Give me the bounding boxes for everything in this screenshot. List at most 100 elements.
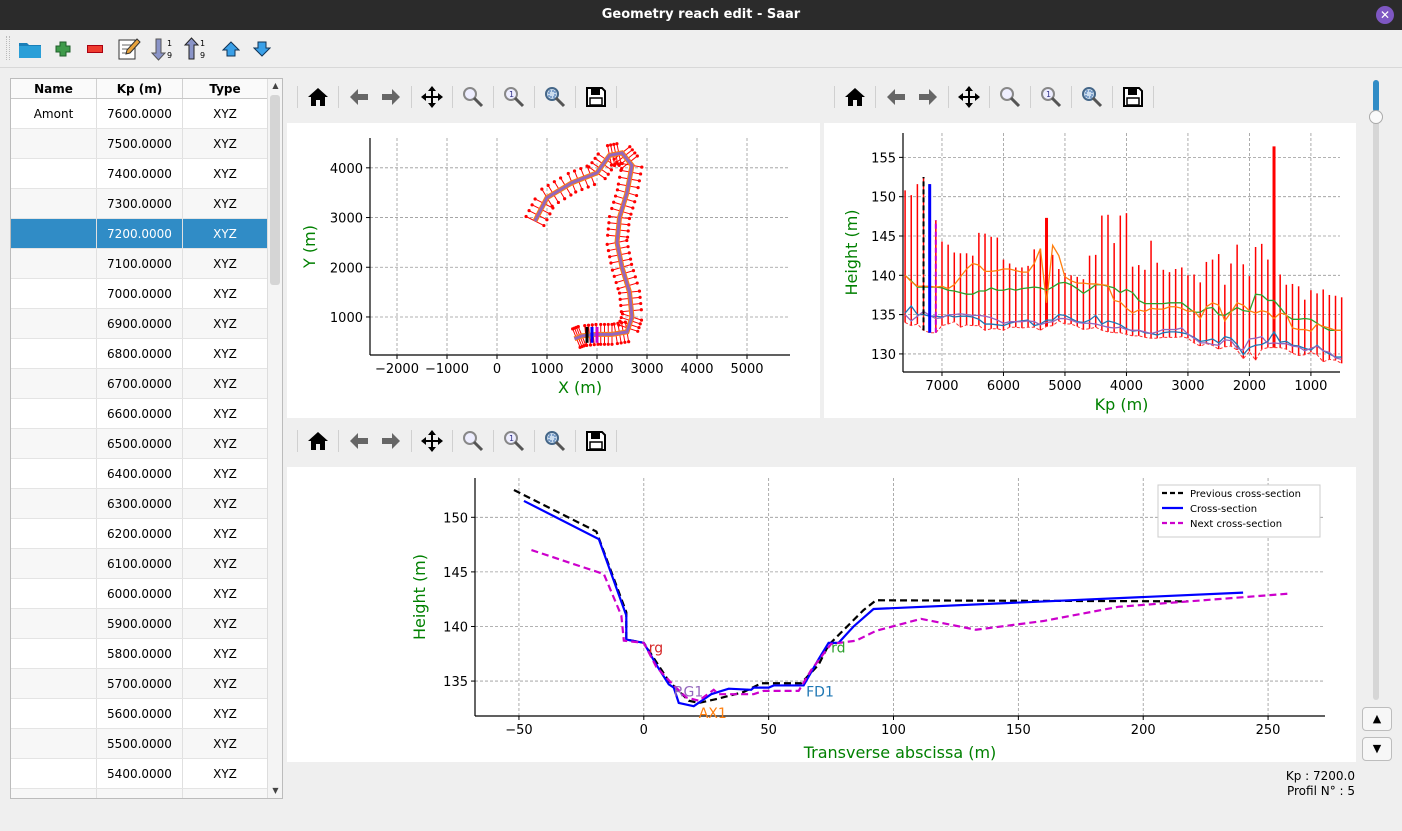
cell-kp[interactable]: 6100.0000 bbox=[97, 549, 183, 578]
zoom-fit-icon[interactable] bbox=[539, 426, 571, 456]
edit-icon[interactable] bbox=[116, 36, 142, 62]
zoom-1-icon[interactable]: 1 bbox=[498, 82, 530, 112]
cell-name[interactable] bbox=[11, 129, 97, 158]
column-header-type[interactable]: Type bbox=[183, 79, 268, 98]
cell-name[interactable] bbox=[11, 429, 97, 458]
cell-kp[interactable]: 5700.0000 bbox=[97, 669, 183, 698]
table-row[interactable]: Amont 7600.0000 XYZ bbox=[11, 99, 282, 129]
cell-kp[interactable]: 6800.0000 bbox=[97, 339, 183, 368]
cell-type[interactable]: XYZ bbox=[183, 159, 268, 188]
open-folder-icon[interactable] bbox=[17, 36, 43, 62]
cell-kp[interactable]: 5500.0000 bbox=[97, 729, 183, 758]
cell-name[interactable] bbox=[11, 759, 97, 788]
cell-type[interactable]: XYZ bbox=[183, 699, 268, 728]
zoom-1-icon[interactable]: 1 bbox=[1035, 82, 1067, 112]
cell-type[interactable]: XYZ bbox=[183, 189, 268, 218]
zoom-icon[interactable] bbox=[457, 426, 489, 456]
cell-name[interactable] bbox=[11, 339, 97, 368]
cell-type[interactable]: XYZ bbox=[183, 489, 268, 518]
cell-name[interactable] bbox=[11, 639, 97, 668]
zoom-fit-icon[interactable] bbox=[539, 82, 571, 112]
cell-name[interactable] bbox=[11, 489, 97, 518]
cell-kp[interactable]: 6900.0000 bbox=[97, 309, 183, 338]
zoom-icon[interactable] bbox=[994, 82, 1026, 112]
cell-name[interactable] bbox=[11, 459, 97, 488]
cell-kp[interactable]: 6700.0000 bbox=[97, 369, 183, 398]
cell-type[interactable]: XYZ bbox=[183, 249, 268, 278]
cell-name[interactable] bbox=[11, 189, 97, 218]
cell-name[interactable] bbox=[11, 609, 97, 638]
next-profile-button[interactable]: ▼ bbox=[1362, 737, 1392, 761]
table-row[interactable]: 7300.0000 XYZ bbox=[11, 189, 282, 219]
pan-icon[interactable] bbox=[953, 82, 985, 112]
cell-type[interactable]: XYZ bbox=[183, 759, 268, 788]
cell-kp[interactable]: 7300.0000 bbox=[97, 189, 183, 218]
table-row[interactable]: 6100.0000 XYZ bbox=[11, 549, 282, 579]
table-row[interactable]: 6900.0000 XYZ bbox=[11, 309, 282, 339]
table-row[interactable]: 5500.0000 XYZ bbox=[11, 729, 282, 759]
cell-type[interactable]: XYZ bbox=[183, 99, 268, 128]
zoom-fit-icon[interactable] bbox=[1076, 82, 1108, 112]
cell-type[interactable]: XYZ bbox=[183, 729, 268, 758]
cell-type[interactable]: XYZ bbox=[183, 369, 268, 398]
save-icon[interactable] bbox=[580, 426, 612, 456]
move-down-icon[interactable] bbox=[249, 36, 275, 62]
cell-name[interactable] bbox=[11, 219, 97, 248]
home-icon[interactable] bbox=[302, 82, 334, 112]
cell-kp[interactable]: 7100.0000 bbox=[97, 249, 183, 278]
home-icon[interactable] bbox=[839, 82, 871, 112]
scroll-up-arrow-icon[interactable]: ▲ bbox=[272, 81, 279, 90]
cell-type[interactable]: XYZ bbox=[183, 459, 268, 488]
table-scrollbar[interactable]: ▲ ▼ bbox=[267, 79, 282, 798]
cell-name[interactable] bbox=[11, 699, 97, 728]
table-row[interactable]: 5700.0000 XYZ bbox=[11, 669, 282, 699]
cell-name[interactable] bbox=[11, 519, 97, 548]
forward-icon[interactable] bbox=[375, 82, 407, 112]
toolbar-grip[interactable] bbox=[6, 36, 10, 60]
zoom-icon[interactable] bbox=[457, 82, 489, 112]
save-icon[interactable] bbox=[580, 82, 612, 112]
cell-type[interactable]: XYZ bbox=[183, 279, 268, 308]
table-row[interactable] bbox=[11, 789, 282, 798]
cell-type[interactable]: XYZ bbox=[183, 639, 268, 668]
forward-icon[interactable] bbox=[375, 426, 407, 456]
cell-name[interactable] bbox=[11, 249, 97, 278]
cell-type[interactable]: XYZ bbox=[183, 339, 268, 368]
move-up-icon[interactable] bbox=[218, 36, 244, 62]
previous-profile-button[interactable]: ▲ bbox=[1362, 707, 1392, 731]
cell-type[interactable]: XYZ bbox=[183, 609, 268, 638]
add-icon[interactable] bbox=[50, 36, 76, 62]
close-icon[interactable]: ✕ bbox=[1376, 6, 1394, 24]
home-icon[interactable] bbox=[302, 426, 334, 456]
table-row[interactable]: 6500.0000 XYZ bbox=[11, 429, 282, 459]
cell-name[interactable] bbox=[11, 279, 97, 308]
table-row[interactable]: 7000.0000 XYZ bbox=[11, 279, 282, 309]
table-row[interactable]: 6600.0000 XYZ bbox=[11, 399, 282, 429]
back-icon[interactable] bbox=[343, 82, 375, 112]
cell-type[interactable]: XYZ bbox=[183, 129, 268, 158]
table-row[interactable]: 7400.0000 XYZ bbox=[11, 159, 282, 189]
cell-kp[interactable]: 5800.0000 bbox=[97, 639, 183, 668]
column-header-kp[interactable]: Kp (m) bbox=[97, 79, 183, 98]
cell-kp[interactable]: 7600.0000 bbox=[97, 99, 183, 128]
zoom-1-icon[interactable]: 1 bbox=[498, 426, 530, 456]
cell-type[interactable]: XYZ bbox=[183, 219, 268, 248]
table-row[interactable]: 6800.0000 XYZ bbox=[11, 339, 282, 369]
scroll-down-arrow-icon[interactable]: ▼ bbox=[272, 786, 279, 795]
back-icon[interactable] bbox=[880, 82, 912, 112]
forward-icon[interactable] bbox=[912, 82, 944, 112]
cell-name[interactable] bbox=[11, 549, 97, 578]
save-icon[interactable] bbox=[1117, 82, 1149, 112]
cell-type[interactable]: XYZ bbox=[183, 429, 268, 458]
slider-handle[interactable] bbox=[1369, 110, 1383, 124]
back-icon[interactable] bbox=[343, 426, 375, 456]
longitudinal-profile-plot[interactable]: 7000 6000 5000 4000 3000 2000 1000 130 135 140 145… bbox=[824, 123, 1356, 418]
cell-name[interactable] bbox=[11, 159, 97, 188]
cell-type[interactable] bbox=[183, 789, 268, 798]
table-row[interactable]: 7500.0000 XYZ bbox=[11, 129, 282, 159]
cross-section-plot[interactable]: −50 0 50 100 150 200 250 135 140 145 150 Transverse… bbox=[287, 467, 1356, 762]
cell-name[interactable] bbox=[11, 789, 97, 798]
cell-kp[interactable]: 5900.0000 bbox=[97, 609, 183, 638]
